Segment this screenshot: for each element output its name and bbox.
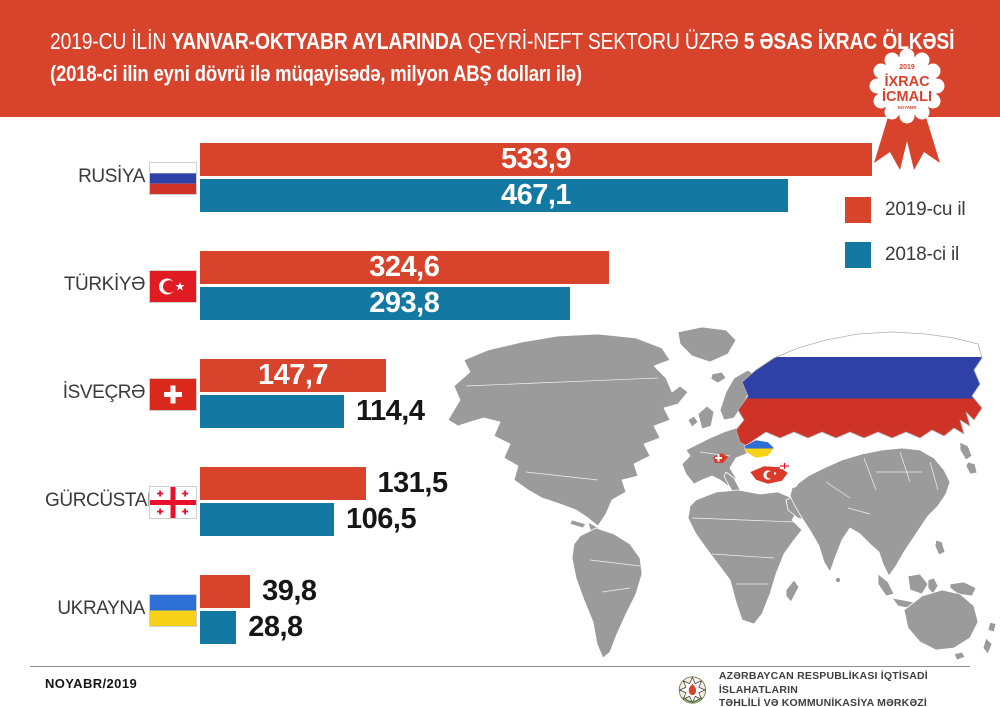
turkey-shape: [749, 465, 789, 485]
switzerland-flag-icon: [150, 379, 196, 410]
world-map: [447, 326, 997, 661]
australia-shape: [903, 589, 979, 651]
bar-2019: 39,8: [200, 574, 317, 608]
legend: 2019-cu il 2018-ci il: [845, 197, 966, 287]
header-title: 2019-CU İLİN YANVAR-OKTYABR AYLARINDA QE…: [50, 26, 954, 89]
bar-2018: 114,4: [200, 394, 425, 428]
bar-chart: RUSİYA 533,9 467,1 TÜRKİYƏ ★ 324,6 293,8 İSVEÇR…: [45, 142, 975, 683]
footer-date: NOYABR/2019: [45, 676, 138, 691]
japan-shape: [959, 441, 973, 461]
legend-swatch-2019: [845, 197, 871, 223]
georgia-shape: [779, 462, 790, 470]
footer-org-line2: TƏHLİLİ VƏ KOMMUNİKASİYA MƏRKƏZİ: [718, 697, 928, 707]
footer-org-text: AZƏRBAYCAN RESPUBLİKASI İQTİSADİ İSLAHAT…: [719, 670, 1000, 707]
value-label-2018: 293,8: [369, 286, 440, 319]
uk-shape: [697, 405, 715, 430]
value-label-2018: 467,1: [500, 178, 572, 211]
madagascar-shape: [785, 579, 800, 603]
africa-shape: [687, 489, 803, 625]
title-part-3: QEYRİ-NEFT SEKTORU ÜZRƏ: [462, 28, 744, 54]
russia-shape: [735, 331, 983, 447]
chart-row: RUSİYA 533,9 467,1: [45, 142, 975, 212]
header-subtitle: (2018-ci ilin eyni dövrü ilə müqayisədə,…: [50, 61, 582, 86]
badge-year: 2019: [899, 64, 915, 71]
legend-swatch-2018: [845, 242, 871, 268]
south-america-shape: [571, 527, 643, 659]
ireland-shape: [687, 415, 699, 428]
country-label: TÜRKİYƏ: [63, 274, 146, 295]
country-borders: [465, 377, 939, 593]
asia-shape: [789, 447, 951, 577]
tasmania-shape: [953, 651, 966, 661]
bar-2018: 28,8: [200, 610, 303, 644]
title-part-4: 5 ƏSAS İXRAC ÖLKƏSİ: [743, 28, 955, 54]
title-part-2: YANVAR-OKTYABR AYLARINDA: [171, 28, 463, 54]
footer-organization: AZƏRBAYCAN RESPUBLİKASI İQTİSADİ İSLAHAT…: [676, 670, 1000, 707]
greenland-shape: [677, 326, 737, 363]
value-label-2018: 114,4: [356, 394, 425, 427]
borneo-shape: [907, 573, 929, 595]
value-label-2019: 147,7: [257, 358, 329, 391]
legend-label-2018: 2018-ci il: [885, 244, 960, 265]
value-label-2019: 324,6: [369, 250, 440, 283]
country-label: İSVEÇRƏ: [62, 382, 146, 403]
russia-flag-icon: [150, 163, 196, 194]
bar-2018: 293,8: [200, 286, 570, 320]
bar-2018: 467,1: [200, 178, 788, 212]
footer-org-line1: AZƏRBAYCAN RESPUBLİKASI İQTİSADİ İSLAHAT…: [718, 670, 928, 696]
value-label-2018: 28,8: [248, 610, 303, 643]
iceland-shape: [710, 371, 727, 384]
value-label-2019: 131,5: [377, 466, 449, 499]
georgia-flag-icon: [150, 487, 196, 518]
cuba-shape: [569, 519, 587, 529]
philippines-shape: [934, 539, 946, 556]
value-label-2019: 39,8: [262, 574, 317, 607]
badge-title-line2: İCMALI: [882, 88, 932, 105]
sri-lanka-shape: [835, 577, 841, 583]
header-band: [0, 0, 1000, 117]
chart-row: TÜRKİYƏ ★ 324,6 293,8: [45, 250, 975, 320]
bar-2018: 106,5: [200, 502, 417, 536]
turkey-flag-icon: ★: [150, 271, 196, 302]
bar-2019: 533,9: [200, 142, 872, 176]
title-part-1: 2019-CU İLİN: [50, 28, 172, 54]
bar-2019: 131,5: [200, 466, 448, 500]
japan-south-shape: [965, 461, 978, 475]
north-america-shape: [447, 333, 689, 527]
sumatra-shape: [877, 573, 895, 597]
value-label-2019: 533,9: [500, 142, 572, 175]
value-label-2018: 106,5: [346, 502, 417, 535]
rosette-icon: [869, 48, 945, 124]
country-label: UKRAYNA: [57, 598, 145, 619]
badge-title-line1: İXRAC: [884, 73, 930, 90]
chart-row: UKRAYNA 39,8 28,8: [45, 574, 975, 644]
switzerland-shape: [713, 453, 728, 463]
legend-item-2018: 2018-ci il: [845, 242, 965, 268]
chart-row: GÜRCÜSTAN 131,5 106,5: [45, 466, 975, 536]
new-zealand-shape: [982, 621, 997, 655]
award-ribbon-badge: 2019 İXRAC İCMALI NOYABR: [869, 48, 945, 170]
country-label: GÜRCÜSTAN: [45, 490, 161, 511]
ukraine-flag-icon: [150, 595, 196, 626]
chart-row: İSVEÇRƏ 147,7 114,4: [45, 358, 975, 428]
ukraine-shape: [743, 439, 775, 459]
badge-month: NOYABR: [897, 105, 917, 110]
bar-2019: 324,6: [200, 250, 609, 284]
country-label: RUSİYA: [78, 166, 145, 187]
svg-text:★: ★: [175, 280, 186, 294]
footer-divider: [30, 666, 970, 667]
sulawesi-shape: [927, 577, 939, 595]
legend-item-2019: 2019-cu il: [845, 197, 966, 223]
azerbaijan-emblem-icon: [678, 676, 707, 705]
legend-label-2019: 2019-cu il: [885, 199, 966, 220]
new-guinea-shape: [949, 581, 977, 597]
header-title-line1: 2019-CU İLİN YANVAR-OKTYABR AYLARINDA QE…: [50, 26, 954, 56]
bar-2019: 147,7: [200, 358, 386, 392]
caspian-sea: [791, 466, 801, 488]
